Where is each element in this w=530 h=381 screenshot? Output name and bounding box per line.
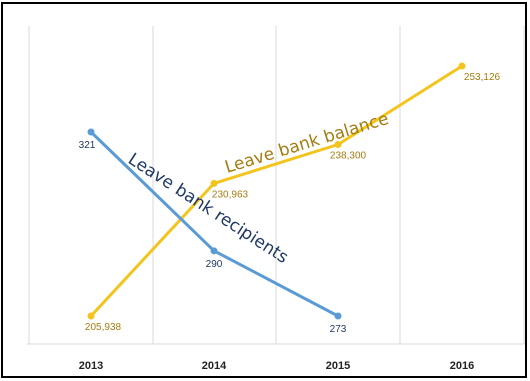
- chart-frame: 205,938 230,963 238,300 253,126 321 290 273 20…: [1, 2, 527, 378]
- annotation-leave-bank-balance: Leave bank balance: [223, 109, 392, 178]
- data-point: [210, 247, 218, 255]
- data-label: 238,300: [330, 151, 367, 162]
- data-label: 290: [206, 259, 223, 270]
- x-tick-label: 2015: [326, 360, 350, 372]
- data-point: [458, 62, 466, 70]
- data-point: [334, 141, 342, 149]
- x-tick-label: 2014: [202, 360, 227, 372]
- data-point: [334, 312, 342, 320]
- data-label: 205,938: [85, 322, 122, 333]
- gridlines: [27, 26, 525, 345]
- data-point: [87, 128, 95, 136]
- data-label: 253,126: [464, 72, 501, 83]
- data-label: 273: [330, 324, 347, 335]
- series-line-0: [89, 64, 464, 318]
- line-chart: 205,938 230,963 238,300 253,126 321 290 273 20…: [27, 26, 525, 372]
- series-lines: [87, 62, 466, 320]
- data-label: 230,963: [212, 189, 249, 200]
- x-tick-label: 2016: [450, 360, 474, 372]
- data-point: [87, 312, 95, 320]
- x-tick-label: 2013: [79, 360, 103, 372]
- data-point: [210, 179, 218, 187]
- data-labels: 205,938 230,963 238,300 253,126 321 290 273: [79, 72, 501, 335]
- x-axis-ticks: 2013 2014 2015 2016: [79, 360, 474, 372]
- data-label: 321: [79, 140, 96, 151]
